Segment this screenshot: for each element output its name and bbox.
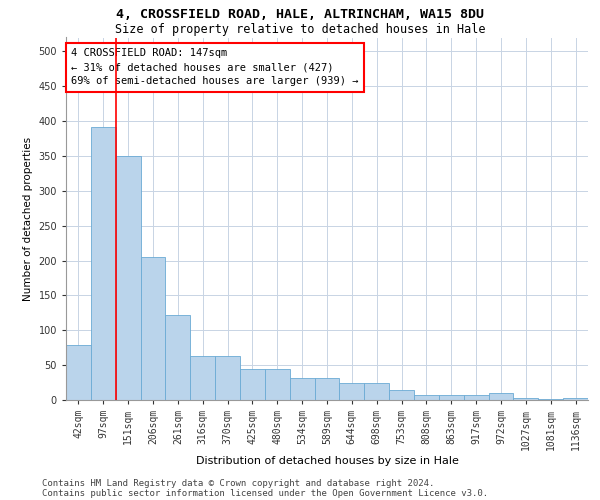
Bar [91, 126, 116, 400]
Bar [464, 395, 488, 400]
Text: 4 CROSSFIELD ROAD: 147sqm
← 31% of detached houses are smaller (427)
69% of semi: 4 CROSSFIELD ROAD: 147sqm ← 31% of detac… [71, 48, 359, 86]
Bar [240, 370, 265, 400]
Bar [265, 370, 290, 400]
Bar [340, 384, 364, 400]
Bar [364, 384, 389, 400]
Bar [290, 378, 314, 400]
Bar [314, 378, 340, 400]
Bar [140, 257, 166, 400]
Text: 4, CROSSFIELD ROAD, HALE, ALTRINCHAM, WA15 8DU: 4, CROSSFIELD ROAD, HALE, ALTRINCHAM, WA… [116, 8, 484, 20]
Bar [414, 395, 439, 400]
Bar [190, 356, 215, 400]
Bar [166, 315, 190, 400]
Bar [439, 395, 464, 400]
X-axis label: Distribution of detached houses by size in Hale: Distribution of detached houses by size … [196, 456, 458, 466]
Text: Contains HM Land Registry data © Crown copyright and database right 2024.: Contains HM Land Registry data © Crown c… [42, 478, 434, 488]
Bar [488, 393, 514, 400]
Text: Size of property relative to detached houses in Hale: Size of property relative to detached ho… [115, 22, 485, 36]
Y-axis label: Number of detached properties: Number of detached properties [23, 136, 33, 301]
Bar [66, 345, 91, 400]
Bar [389, 390, 414, 400]
Bar [514, 398, 538, 400]
Bar [116, 156, 140, 400]
Text: Contains public sector information licensed under the Open Government Licence v3: Contains public sector information licen… [42, 488, 488, 498]
Bar [563, 398, 588, 400]
Bar [215, 356, 240, 400]
